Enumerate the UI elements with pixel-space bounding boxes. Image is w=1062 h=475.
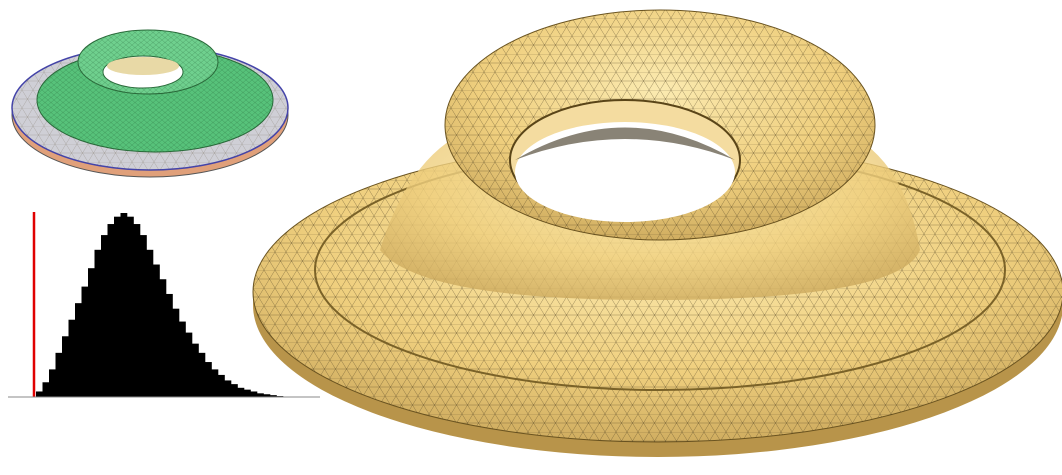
bar: [62, 336, 69, 397]
bar: [257, 393, 264, 397]
bar: [94, 249, 102, 397]
bar: [133, 224, 141, 397]
bar: [159, 279, 167, 397]
bar: [205, 362, 212, 397]
bar: [49, 369, 56, 397]
histogram: [32, 212, 284, 397]
thumbnail-model: [11, 29, 289, 178]
bar: [114, 216, 121, 397]
bar: [218, 374, 225, 397]
bar: [166, 293, 173, 397]
bar: [146, 249, 154, 397]
bar: [192, 343, 199, 397]
bar: [120, 213, 128, 397]
bar: [244, 389, 251, 397]
bar: [127, 216, 134, 397]
bar: [101, 235, 108, 397]
bar: [185, 332, 193, 397]
bar: [237, 387, 245, 397]
bar: [179, 321, 186, 397]
bar: [55, 352, 63, 397]
main-model: [252, 9, 1062, 457]
bar: [107, 224, 115, 397]
bar: [36, 391, 43, 397]
bar: [81, 286, 89, 397]
bar: [68, 319, 76, 397]
bar: [231, 384, 238, 397]
bar: [153, 264, 160, 397]
bar: [88, 268, 95, 397]
bar: [263, 394, 271, 397]
bar: [211, 369, 219, 397]
bar: [270, 395, 277, 397]
bar: [224, 380, 232, 397]
bar: [250, 391, 258, 397]
bar: [75, 303, 82, 397]
bar: [198, 352, 206, 397]
bar: [140, 235, 147, 397]
bar: [172, 308, 180, 397]
bar: [42, 382, 50, 397]
